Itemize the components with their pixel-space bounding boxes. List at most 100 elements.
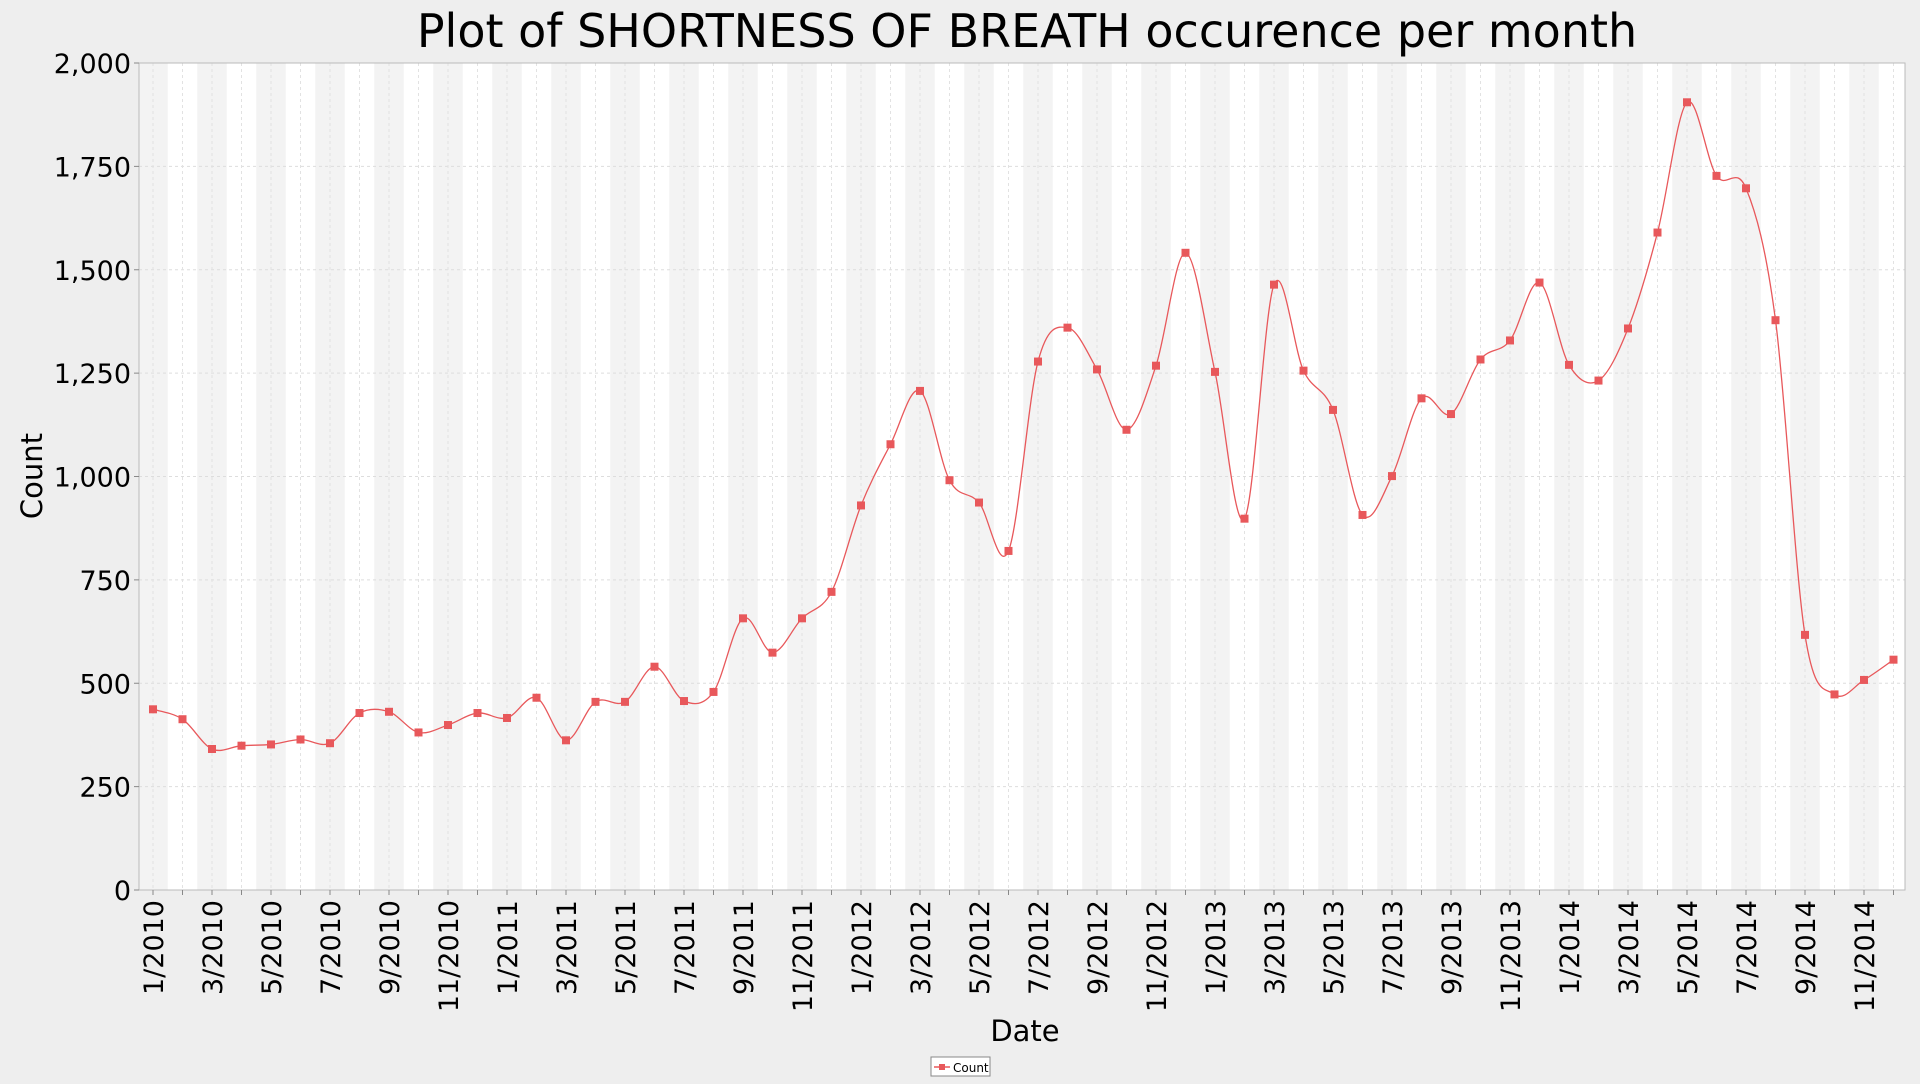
x-tick-label: 9/2012 xyxy=(1083,900,1114,995)
data-point xyxy=(621,697,629,706)
data-point xyxy=(444,721,452,730)
data-point xyxy=(237,741,246,750)
data-point xyxy=(1004,546,1013,555)
y-tick-label: 0 xyxy=(114,876,131,907)
x-tick-label: 3/2013 xyxy=(1260,900,1291,995)
y-axis: 0 250 500 750 1,000 1,250 1,500 1,750 2,000 xyxy=(54,49,139,907)
data-point xyxy=(208,744,216,753)
data-point xyxy=(1535,278,1544,287)
data-point xyxy=(326,739,334,748)
data-point xyxy=(1771,316,1780,325)
y-tick-label: 2,000 xyxy=(54,49,131,80)
data-point xyxy=(414,728,423,737)
data-point xyxy=(1889,655,1898,664)
y-tick-label: 1,000 xyxy=(54,463,131,494)
x-tick-label: 7/2014 xyxy=(1732,900,1763,995)
data-point xyxy=(1358,510,1367,519)
legend: Count xyxy=(930,1056,991,1077)
data-point xyxy=(1565,360,1573,369)
y-axis-label: Count xyxy=(15,433,49,519)
data-point xyxy=(886,440,895,449)
data-point xyxy=(827,587,836,596)
y-tick-label: 500 xyxy=(79,669,131,700)
x-tick-label: 11/2010 xyxy=(434,900,465,1012)
x-tick-label: 7/2011 xyxy=(670,900,701,995)
y-tick-label: 1,500 xyxy=(54,256,131,287)
data-point xyxy=(1683,98,1691,107)
data-point xyxy=(768,648,777,657)
data-point xyxy=(503,713,511,722)
x-tick-label: 5/2010 xyxy=(257,900,288,995)
data-point xyxy=(680,697,688,706)
data-point xyxy=(1417,394,1426,403)
data-point xyxy=(1329,405,1337,414)
data-point xyxy=(1801,630,1809,639)
data-point xyxy=(798,614,806,623)
data-point xyxy=(709,687,718,696)
x-tick-label: 3/2014 xyxy=(1614,900,1645,995)
series-layer xyxy=(149,98,1898,753)
data-point xyxy=(1181,248,1190,257)
data-point xyxy=(1447,410,1455,419)
x-tick-label: 3/2012 xyxy=(906,900,937,995)
data-point xyxy=(1594,376,1603,385)
x-tick-label: 5/2014 xyxy=(1673,900,1704,995)
x-tick-label: 9/2011 xyxy=(729,900,760,995)
data-point xyxy=(1240,514,1249,523)
data-point xyxy=(562,736,570,745)
data-point xyxy=(739,614,747,623)
data-point xyxy=(945,476,954,485)
data-point xyxy=(1034,357,1042,366)
y-tick-label: 250 xyxy=(79,773,131,804)
x-tick-label: 7/2012 xyxy=(1024,900,1055,995)
data-point xyxy=(591,697,600,706)
legend-marker-swatch xyxy=(939,1064,945,1070)
data-point xyxy=(1122,425,1131,434)
legend-label-count: Count xyxy=(953,1061,989,1075)
x-tick-label: 9/2010 xyxy=(375,900,406,995)
y-tick-label: 750 xyxy=(79,566,131,597)
data-point xyxy=(1093,365,1101,374)
y-tick-label: 1,250 xyxy=(54,359,131,390)
data-point xyxy=(975,498,983,507)
data-point xyxy=(1830,690,1839,699)
x-tick-label: 3/2011 xyxy=(552,900,583,995)
data-point xyxy=(1712,171,1721,180)
data-point xyxy=(178,715,187,724)
data-point xyxy=(149,705,157,714)
x-tick-label: 7/2013 xyxy=(1378,900,1409,995)
y-tick-label: 1,750 xyxy=(54,152,131,183)
x-tick-label: 1/2010 xyxy=(139,900,170,995)
x-tick-label: 1/2014 xyxy=(1555,900,1586,995)
data-point xyxy=(1653,228,1662,237)
x-tick-label: 5/2012 xyxy=(965,900,996,995)
data-point xyxy=(857,501,865,510)
x-tick-label: 9/2014 xyxy=(1791,900,1822,995)
x-tick-label: 1/2013 xyxy=(1201,900,1232,995)
x-tick-label: 11/2012 xyxy=(1142,900,1173,1012)
x-tick-label: 11/2011 xyxy=(788,900,819,1012)
data-point xyxy=(355,709,364,718)
x-tick-label: 9/2013 xyxy=(1437,900,1468,995)
data-point xyxy=(1742,184,1750,193)
data-point xyxy=(1211,367,1219,376)
x-tick-label: 1/2012 xyxy=(847,900,878,995)
x-tick-label: 1/2011 xyxy=(493,900,524,995)
data-point xyxy=(1860,675,1868,684)
data-point xyxy=(1624,324,1632,333)
data-point xyxy=(1476,355,1485,364)
data-point xyxy=(650,662,659,671)
data-point xyxy=(296,735,305,744)
x-tick-label: 7/2010 xyxy=(316,900,347,995)
data-point xyxy=(1063,323,1072,332)
chart-title: Plot of SHORTNESS OF BREATH occurence pe… xyxy=(417,4,1637,58)
x-axis-label: Date xyxy=(990,1014,1059,1048)
data-point xyxy=(385,707,393,716)
data-point xyxy=(1270,280,1278,289)
data-point xyxy=(1506,336,1514,345)
x-tick-label: 11/2013 xyxy=(1496,900,1527,1012)
x-tick-label: 5/2011 xyxy=(611,900,642,995)
x-tick-label: 5/2013 xyxy=(1319,900,1350,995)
